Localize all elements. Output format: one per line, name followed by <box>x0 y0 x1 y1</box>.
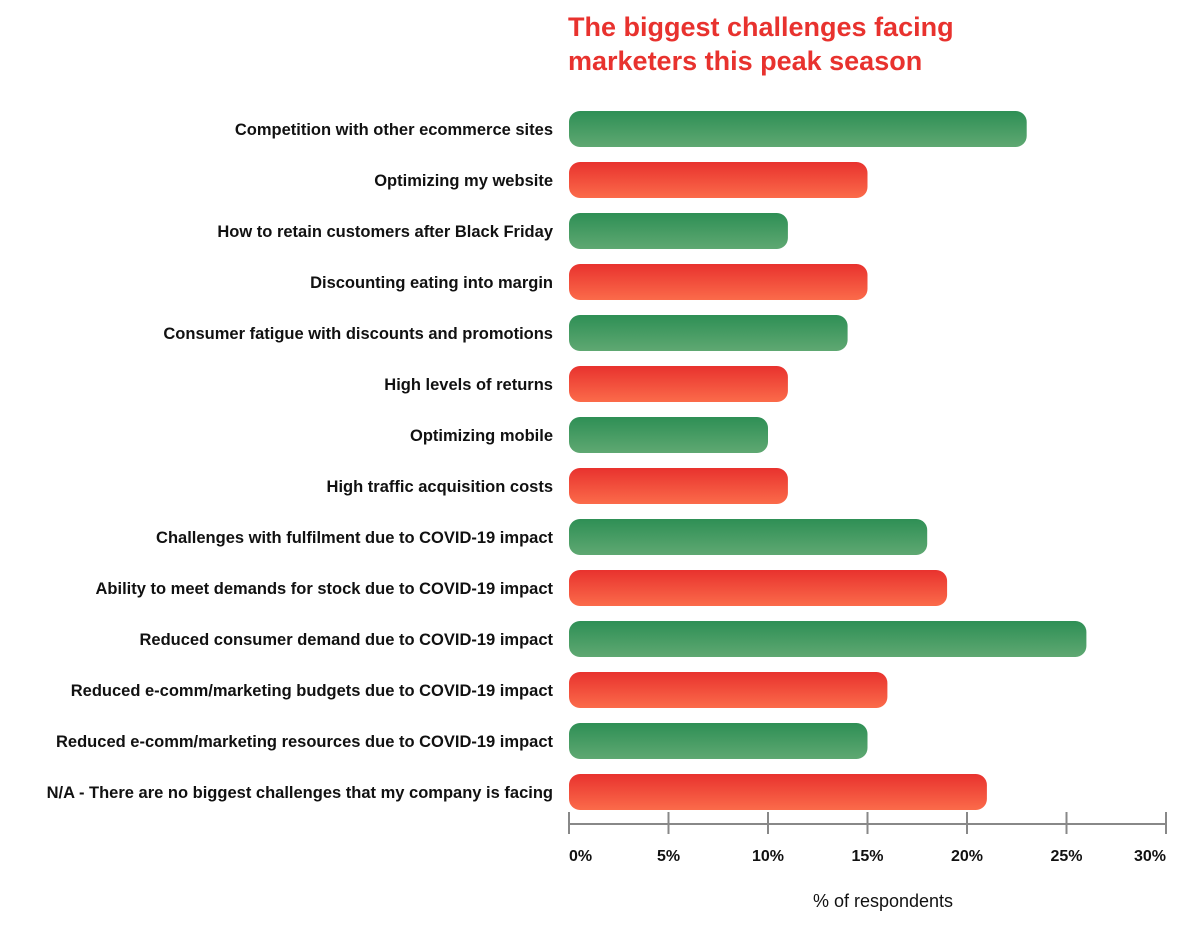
category-label-6: Optimizing mobile <box>410 427 553 445</box>
x-axis: 0% 5% 10% 15% 20% 25% 30% <box>568 812 1167 865</box>
bar-4 <box>569 315 848 351</box>
bar-7 <box>569 468 788 504</box>
bar-13 <box>569 774 987 810</box>
category-label-9: Ability to meet demands for stock due to… <box>96 580 554 598</box>
bar-2 <box>569 213 788 249</box>
x-tick-label-1: 5% <box>657 848 680 865</box>
bar-0 <box>569 111 1027 147</box>
x-tick-label-6: 30% <box>1134 848 1166 865</box>
chart-title: The biggest challenges facing marketers … <box>568 10 1168 78</box>
category-label-2: How to retain customers after Black Frid… <box>217 223 553 241</box>
category-label-1: Optimizing my website <box>374 172 553 190</box>
category-labels-group: Competition with other ecommerce sites Op… <box>47 121 554 802</box>
bar-12 <box>569 723 868 759</box>
category-label-13: N/A - There are no biggest challenges th… <box>47 784 553 802</box>
bar-1 <box>569 162 868 198</box>
x-tick-label-4: 20% <box>951 848 983 865</box>
bar-8 <box>569 519 928 555</box>
bar-5 <box>569 366 788 402</box>
chart-title-line-1: The biggest challenges facing <box>568 12 954 42</box>
x-axis-title: % of respondents <box>813 891 953 911</box>
x-tick-label-2: 10% <box>752 848 784 865</box>
category-label-0: Competition with other ecommerce sites <box>235 121 553 139</box>
bar-11 <box>569 672 888 708</box>
category-label-4: Consumer fatigue with discounts and prom… <box>163 325 553 343</box>
category-label-10: Reduced consumer demand due to COVID-19 … <box>140 631 554 649</box>
category-label-3: Discounting eating into margin <box>310 274 553 292</box>
bar-9 <box>569 570 948 606</box>
category-label-8: Challenges with fulfilment due to COVID-… <box>156 529 553 547</box>
bar-6 <box>569 417 768 453</box>
x-tick-label-5: 25% <box>1050 848 1082 865</box>
category-label-11: Reduced e-comm/marketing budgets due to … <box>71 682 554 700</box>
category-label-12: Reduced e-comm/marketing resources due t… <box>56 733 553 751</box>
chart-title-line-2: marketers this peak season <box>568 46 923 76</box>
category-label-7: High traffic acquisition costs <box>327 478 553 496</box>
bars-group <box>569 111 1087 810</box>
x-tick-label-0: 0% <box>569 848 592 865</box>
category-label-5: High levels of returns <box>384 376 553 394</box>
x-tick-label-3: 15% <box>851 848 883 865</box>
bar-10 <box>569 621 1087 657</box>
bar-3 <box>569 264 868 300</box>
